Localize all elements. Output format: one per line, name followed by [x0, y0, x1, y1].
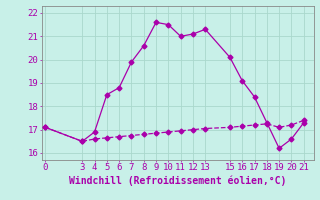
- X-axis label: Windchill (Refroidissement éolien,°C): Windchill (Refroidissement éolien,°C): [69, 175, 286, 186]
